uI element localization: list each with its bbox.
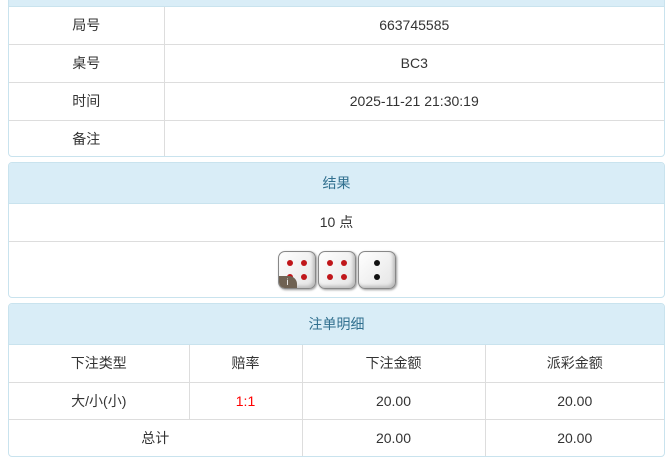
die-4: i — [277, 251, 316, 289]
pip — [326, 274, 333, 280]
result-title: 结果 — [9, 163, 664, 204]
label: 局号 — [9, 7, 165, 45]
time: 2025-11-21 21:30:19 — [163, 81, 664, 121]
round-number: 663745585 — [163, 7, 664, 45]
col-header: 下注类型 — [9, 345, 190, 383]
pip — [286, 260, 293, 266]
table-row: 时间 2025-11-21 21:30:19 — [9, 81, 664, 121]
col-header: 下注金额 — [301, 345, 486, 383]
col-header: 赔率 — [188, 345, 303, 383]
pip — [340, 260, 347, 266]
round-info-panel: 局号 663745585 桌号 BC3 时间 2025-11-21 21:30:19 … — [8, 0, 665, 157]
panel-header — [9, 0, 664, 7]
remark — [163, 119, 664, 156]
col-header: 派彩金额 — [484, 345, 664, 383]
pip — [373, 260, 380, 266]
odds: 1:1 — [188, 381, 303, 420]
bet-details-table: 下注类型 赔率 下注金额 派彩金额 大/小(小) 1:1 20.00 20.00… — [9, 345, 664, 456]
pip — [326, 260, 333, 266]
pip — [300, 260, 307, 266]
die-4 — [317, 251, 356, 289]
table-number: BC3 — [163, 43, 664, 83]
bet-details-panel: 注单明细 下注类型 赔率 下注金额 派彩金额 大/小(小) 1:1 20.00 … — [8, 303, 665, 457]
total-row: 总计 20.00 20.00 — [9, 418, 664, 456]
total-label: 总计 — [9, 418, 303, 456]
pip — [340, 274, 347, 280]
round-info-table: 局号 663745585 桌号 BC3 时间 2025-11-21 21:30:19 … — [9, 7, 664, 156]
bet-type: 大/小(小) — [9, 381, 190, 420]
table-row: 局号 663745585 — [9, 7, 664, 45]
pip — [300, 274, 307, 280]
label: 时间 — [9, 81, 165, 121]
table-row: 大/小(小) 1:1 20.00 20.00 — [9, 381, 664, 420]
payout-amount: 20.00 — [484, 381, 664, 420]
total-payout: 20.00 — [484, 418, 664, 456]
header-row: 下注类型 赔率 下注金额 派彩金额 — [9, 345, 664, 383]
total-amount: 20.00 — [301, 418, 486, 456]
bet-details-title: 注单明细 — [9, 304, 664, 345]
label: 备注 — [9, 119, 165, 156]
die-2 — [357, 251, 396, 289]
bet-amount: 20.00 — [301, 381, 486, 420]
pip — [373, 274, 380, 280]
table-row: 备注 — [9, 119, 664, 156]
result-points: 10 点 — [9, 204, 664, 242]
result-panel: 结果 10 点 i — [8, 162, 665, 298]
label: 桌号 — [9, 43, 165, 83]
dice-row: i — [9, 242, 664, 292]
table-row: 桌号 BC3 — [9, 43, 664, 83]
info-badge-icon[interactable]: i — [278, 276, 297, 288]
